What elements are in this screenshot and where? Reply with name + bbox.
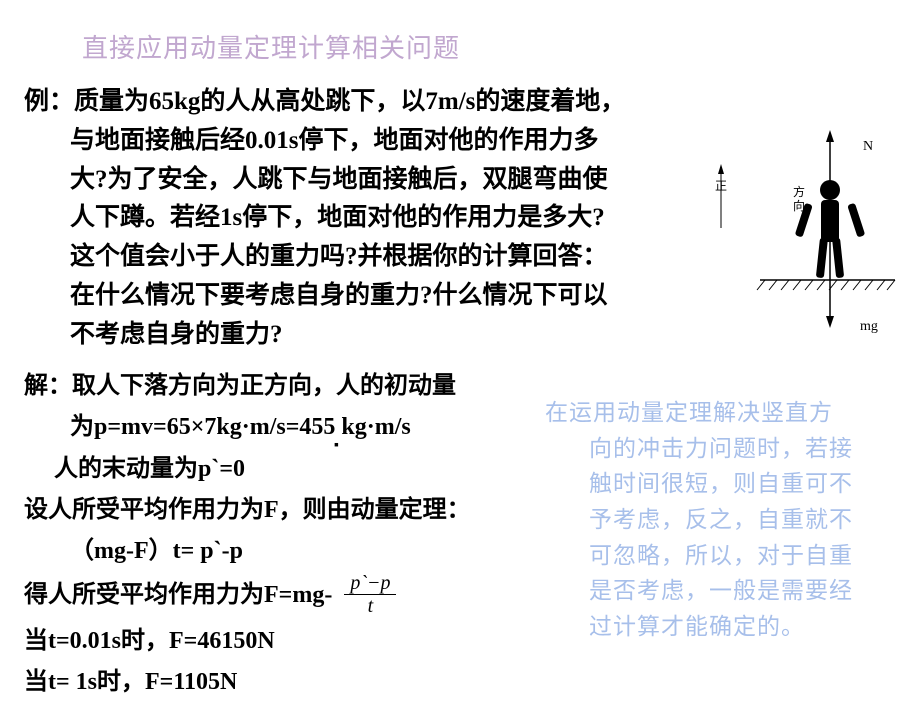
dir-arrow-head bbox=[718, 164, 724, 174]
solution-line: 设人所受平均作用力为F，则由动量定理： bbox=[24, 497, 471, 523]
slide-container: 直接应用动量定理计算相关问题 例：质量为65kg的人从高处跳下，以7m/s的速度… bbox=[0, 0, 920, 690]
fraction-denominator: t bbox=[344, 595, 396, 617]
solution-line: 人的末动量为p`=0 bbox=[24, 451, 574, 488]
mg-label: mg bbox=[860, 319, 878, 334]
note-line: 过计算才能确定的。 bbox=[545, 609, 900, 645]
problem-line: 在什么情况下要考虑自身的重力?什么情况下可以 bbox=[24, 277, 639, 316]
note-line: 是否考虑，一般是需要经 bbox=[545, 573, 900, 609]
problem-line: 这个值会小于人的重力吗?并根据你的计算回答： bbox=[24, 238, 639, 277]
force-diagram: N 正 方 向 bbox=[665, 120, 900, 350]
note-line: 触时间很短，则自重可不 bbox=[545, 466, 900, 502]
problem-line: 与地面接触后经0.01s停下，地面对他的作用力多 bbox=[24, 122, 639, 161]
solution-line: 当t=0.01s时，F=46150N bbox=[24, 628, 275, 654]
note-line: 在运用动量定理解决竖直方 bbox=[545, 400, 833, 425]
fraction-numerator: p`−p bbox=[344, 572, 396, 595]
dir-label: 正 bbox=[715, 179, 727, 193]
solution-line: 得人所受平均作用力为F=mg- bbox=[24, 582, 332, 608]
problem-line: 人下蹲。若经1s停下，地面对他的作用力是多大? bbox=[24, 199, 639, 238]
solution-line: 当t= 1s时，F=1105N bbox=[24, 669, 237, 695]
solution-text: 解：取人下落方向为正方向，人的初动量 为p=mv=65×7kg·m/s=455 … bbox=[24, 368, 574, 701]
side-note: 在运用动量定理解决竖直方 向的冲击力问题时，若接 触时间很短，则自重可不 予考虑… bbox=[545, 395, 900, 644]
n-arrow-head bbox=[826, 130, 834, 142]
center-dot: ▪ bbox=[334, 438, 339, 454]
mg-arrow-head bbox=[826, 316, 834, 328]
problem-line: 大?为了安全，人跳下与地面接触后，双腿弯曲使 bbox=[24, 161, 639, 200]
diagram-svg: N 正 方 向 bbox=[665, 120, 900, 350]
note-line: 向的冲击力问题时，若接 bbox=[545, 431, 900, 467]
note-line: 予考虑，反之，自重就不 bbox=[545, 502, 900, 538]
fraction: p`−p t bbox=[344, 572, 396, 617]
ground-hatch bbox=[757, 280, 895, 290]
solution-line: （mg-F）t= p`-p bbox=[24, 533, 574, 570]
n-label: N bbox=[863, 139, 873, 154]
solution-line: 解：取人下落方向为正方向，人的初动量 bbox=[24, 373, 456, 399]
problem-line: 例：质量为65kg的人从高处跳下，以7m/s的速度着地， bbox=[24, 88, 625, 115]
problem-text: 例：质量为65kg的人从高处跳下，以7m/s的速度着地， 与地面接触后经0.01… bbox=[24, 83, 639, 354]
problem-line: 不考虑自身的重力? bbox=[24, 316, 639, 355]
slide-subtitle: 直接应用动量定理计算相关问题 bbox=[82, 28, 896, 65]
solution-line: 为p=mv=65×7kg·m/s=455 kg·m/s bbox=[24, 409, 574, 446]
dir-label: 方 bbox=[793, 184, 805, 199]
note-line: 可忽略，所以，对于自重 bbox=[545, 538, 900, 574]
